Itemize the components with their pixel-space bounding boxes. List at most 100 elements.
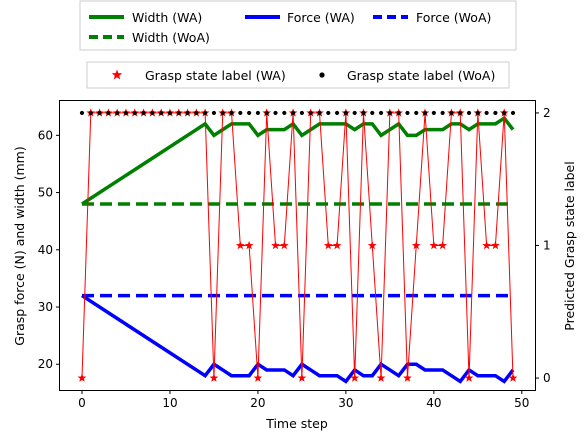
point-grasp-state-label-wa <box>438 240 448 250</box>
point-grasp-state-label-woa <box>194 110 199 116</box>
y-left-tick-label: 40 <box>38 243 53 257</box>
legend-swatch-grasp-state-wa <box>111 69 123 80</box>
point-grasp-state-label-woa <box>308 110 313 116</box>
point-grasp-state-label-woa <box>493 110 498 116</box>
x-tick-label: 30 <box>338 396 353 410</box>
point-grasp-state-label-woa <box>299 110 304 116</box>
point-grasp-state-label-woa <box>123 110 129 116</box>
point-grasp-state-label-woa <box>378 110 384 116</box>
point-grasp-state-label-woa <box>185 110 190 116</box>
x-tick-label: 20 <box>250 396 265 410</box>
y-left-tick-label: 50 <box>38 186 53 200</box>
y-right-tick-label: 2 <box>543 106 551 120</box>
point-grasp-state-label-woa <box>414 110 419 116</box>
point-grasp-state-label-wa <box>244 240 254 250</box>
point-grasp-state-label-wa <box>376 373 386 382</box>
point-grasp-state-label-woa <box>141 110 146 116</box>
point-grasp-state-label-wa <box>350 373 360 382</box>
y-right-tick-label: 0 <box>543 371 551 385</box>
legend-swatch-grasp-state-woa <box>319 72 325 78</box>
point-grasp-state-label-wa <box>235 240 245 250</box>
y-axis-left: 20 30 40 50 60 <box>38 128 60 371</box>
point-grasp-state-label-woa <box>484 110 489 116</box>
point-grasp-state-label-woa <box>396 110 401 116</box>
point-grasp-state-label-wa <box>323 240 333 250</box>
x-tick-label: 0 <box>78 396 86 410</box>
point-grasp-state-label-wa <box>253 373 263 382</box>
y-axis-right-title: Predicted Grasp state label <box>562 161 577 330</box>
point-grasp-state-label-woa <box>150 110 155 116</box>
point-grasp-state-label-woa <box>229 110 234 116</box>
point-grasp-state-label-woa <box>220 110 225 116</box>
point-grasp-state-label-woa <box>211 110 217 116</box>
point-grasp-state-label-woa <box>79 110 85 116</box>
point-grasp-state-label-woa <box>510 110 516 116</box>
point-grasp-state-label-woa <box>431 110 436 116</box>
point-grasp-state-label-wa <box>367 240 377 250</box>
point-grasp-state-label-wa <box>429 240 439 250</box>
y-left-tick-label: 60 <box>38 128 53 142</box>
point-grasp-state-label-woa <box>466 110 472 116</box>
legend-label-grasp-state-wa: Grasp state label (WA) <box>145 68 286 83</box>
x-axis: 0 10 20 30 40 50 <box>78 390 529 410</box>
point-grasp-state-label-wa <box>482 240 491 250</box>
point-grasp-state-label-woa <box>247 110 252 116</box>
point-grasp-state-label-woa <box>422 110 428 116</box>
y-axis-right: 0 1 2 <box>535 106 551 385</box>
point-grasp-state-label-woa <box>387 110 392 116</box>
point-grasp-state-label-wa <box>332 240 342 250</box>
series-line-force-wa <box>81 294 515 384</box>
point-grasp-state-label-woa <box>273 110 278 116</box>
point-grasp-state-label-wa <box>279 240 289 250</box>
point-grasp-state-label-wa <box>464 373 474 382</box>
point-grasp-state-label-woa <box>255 110 261 116</box>
point-grasp-state-label-woa <box>449 110 454 116</box>
point-grasp-state-label-woa <box>291 110 296 116</box>
point-grasp-state-label-wa <box>297 373 307 382</box>
point-grasp-state-label-wa <box>411 240 421 250</box>
legend-label-grasp-state-woa: Grasp state label (WoA) <box>347 68 495 83</box>
x-tick-label: 40 <box>426 396 441 410</box>
point-grasp-state-label-woa <box>361 110 366 116</box>
series-layer <box>77 108 518 384</box>
legend-lines: Width (WA) Force (WA) Force (WoA) Width … <box>79 0 517 51</box>
y-left-tick-label: 30 <box>38 300 53 314</box>
point-grasp-state-label-woa <box>317 110 322 116</box>
legend-label-force-woa: Force (WoA) <box>416 10 491 25</box>
point-grasp-state-label-woa <box>264 110 269 116</box>
legend-label-width-woa: Width (WoA) <box>132 30 210 45</box>
legend-markers-frame <box>86 61 510 89</box>
x-tick-label: 50 <box>514 396 529 410</box>
legend-label-width-wa: Width (WA) <box>132 10 202 25</box>
x-axis-title: Time step <box>265 416 328 431</box>
point-grasp-state-label-woa <box>475 110 480 116</box>
point-grasp-state-label-woa <box>159 110 164 116</box>
point-grasp-state-label-woa <box>238 110 243 116</box>
point-grasp-state-label-woa <box>282 110 287 116</box>
y-left-tick-label: 20 <box>38 357 53 371</box>
point-grasp-state-label-wa <box>491 240 500 250</box>
point-grasp-state-label-woa <box>440 110 445 116</box>
point-grasp-state-label-woa <box>458 110 463 116</box>
point-grasp-state-label-woa <box>370 110 375 116</box>
point-grasp-state-label-wa <box>508 373 518 382</box>
point-grasp-state-label-woa <box>132 110 137 116</box>
point-grasp-state-label-woa <box>115 110 120 116</box>
point-grasp-state-label-woa <box>334 110 340 116</box>
legend-label-force-wa: Force (WA) <box>287 10 355 25</box>
point-grasp-state-label-woa <box>88 110 93 116</box>
point-grasp-state-label-wa <box>403 373 412 382</box>
y-axis-left-title: Grasp force (N) and width (mm) <box>12 146 27 345</box>
point-grasp-state-label-woa <box>343 110 348 116</box>
point-grasp-state-label-woa <box>352 110 357 116</box>
point-grasp-state-label-woa <box>167 110 173 116</box>
point-grasp-state-label-woa <box>203 110 208 116</box>
point-grasp-state-label-woa <box>176 110 181 116</box>
point-grasp-state-label-woa <box>106 110 111 116</box>
point-grasp-state-label-wa <box>209 373 219 382</box>
point-grasp-state-label-woa <box>502 110 507 116</box>
point-grasp-state-label-woa <box>97 110 102 116</box>
point-grasp-state-label-woa <box>405 110 410 116</box>
legend-markers: Grasp state label (WA) Grasp state label… <box>86 61 510 89</box>
